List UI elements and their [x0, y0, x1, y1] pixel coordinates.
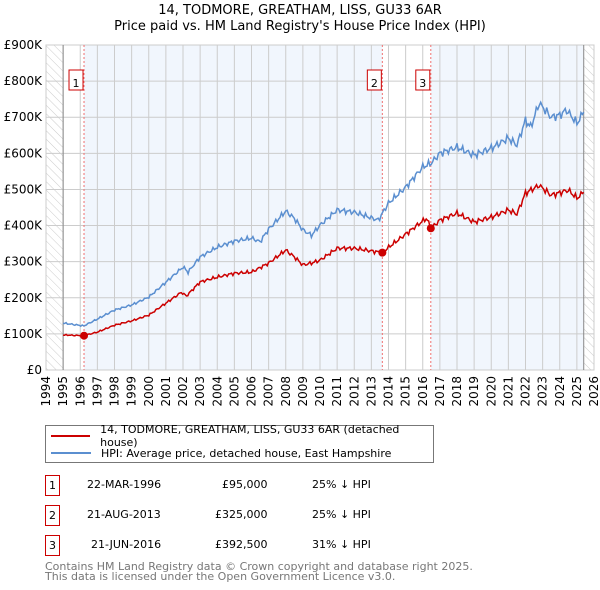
plot-area: 1994 1995 1996 1997 1998 1999 2000 2001 2002 2003… — [4, 38, 600, 407]
x-tick-label: 2007 — [262, 376, 276, 407]
x-tick-label: 1999 — [125, 376, 139, 407]
transaction-delta: 25% ↓ HPI — [312, 508, 371, 521]
transaction-marker: 2 — [45, 505, 60, 526]
y-tick-label: £600K — [4, 146, 44, 160]
x-tick-label: 1998 — [108, 376, 122, 407]
sale-point — [426, 224, 435, 233]
x-tick-label: 2006 — [245, 376, 259, 407]
legend: 14, TODMORE, GREATHAM, LISS, GU33 6AR (d… — [45, 423, 434, 463]
y-tick-label: £800K — [4, 74, 44, 88]
x-tick-label: 2002 — [176, 376, 190, 407]
x-tick-label: 2020 — [484, 376, 498, 407]
hatched-no-data-left — [46, 45, 64, 370]
y-tick-label: £400K — [4, 219, 44, 233]
series-line — [63, 183, 585, 337]
footer-licence: This data is licensed under the Open Gov… — [45, 570, 396, 583]
legend-label: 14, TODMORE, GREATHAM, LISS, GU33 6AR (d… — [100, 423, 400, 449]
legend-item-hpi: HPI: Average price, detached house, East… — [51, 445, 391, 461]
x-tick-label: 1996 — [73, 376, 87, 407]
y-tick-label: £200K — [4, 291, 44, 305]
transaction-price: £325,000 — [215, 508, 268, 521]
legend-swatch-blue — [51, 452, 91, 454]
transaction-marker: 1 — [45, 475, 60, 496]
x-tick-label: 2022 — [519, 376, 533, 407]
x-tick-label: 2018 — [450, 376, 464, 407]
x-tick-label: 2013 — [364, 376, 378, 407]
x-tick-label: 1997 — [90, 376, 104, 407]
sale-label-box — [366, 69, 382, 91]
legend-swatch-red — [51, 435, 91, 437]
x-tick-label: 2005 — [227, 376, 241, 407]
x-tick-label: 1995 — [56, 376, 70, 407]
y-tick-label: £700K — [4, 110, 44, 124]
y-tick-label: £0 — [27, 363, 42, 377]
x-tick-label: 2004 — [210, 376, 224, 407]
x-tick-label: 2011 — [330, 376, 344, 407]
x-tick-label: 2012 — [347, 376, 361, 407]
x-tick-label: 2003 — [193, 376, 207, 407]
sale-label: 2 — [371, 77, 378, 90]
x-tick-label: 2016 — [416, 376, 430, 407]
x-tick-label: 1994 — [39, 376, 53, 407]
hatched-no-data-right — [583, 45, 594, 370]
x-tick-label: 2008 — [279, 376, 293, 407]
x-tick-label: 2023 — [536, 376, 550, 407]
x-tick-label: 2009 — [296, 376, 310, 407]
sale-point — [80, 331, 89, 340]
sale-label-box — [415, 69, 431, 91]
plot-border — [45, 44, 595, 371]
transaction-price: £95,000 — [222, 478, 268, 491]
x-tick-label: 2010 — [313, 376, 327, 407]
x-tick-label: 2015 — [399, 376, 413, 407]
chart-title: 14, TODMORE, GREATHAM, LISS, GU33 6AR — [158, 3, 442, 18]
sale-label-box — [68, 69, 84, 91]
x-tick-label: 2001 — [159, 376, 173, 407]
y-tick-label: £900K — [4, 38, 44, 52]
x-tick-label: 2017 — [433, 376, 447, 407]
ownership-shade — [84, 45, 383, 370]
transaction-delta: 25% ↓ HPI — [312, 478, 371, 491]
transaction-marker: 3 — [45, 535, 60, 556]
transaction-date: 22-MAR-1996 — [87, 478, 162, 491]
transaction-date: 21-AUG-2013 — [87, 508, 161, 521]
chart-subtitle: Price paid vs. HM Land Registry's House … — [114, 19, 486, 34]
legend-item-property: 14, TODMORE, GREATHAM, LISS, GU33 6AR (d… — [51, 423, 433, 449]
x-tick-label: 2014 — [382, 376, 396, 407]
sale-point — [378, 248, 387, 257]
y-tick-label: £500K — [4, 182, 44, 196]
legend-label: HPI: Average price, detached house, East… — [101, 446, 392, 460]
sale-label: 1 — [73, 77, 80, 90]
x-tick-label: 2026 — [587, 376, 600, 407]
x-tick-label: 2019 — [467, 376, 481, 407]
x-tick-label: 2024 — [553, 376, 567, 407]
series-line — [63, 100, 585, 328]
x-tick-label: 2000 — [142, 376, 156, 407]
x-tick-label: 2021 — [501, 376, 515, 407]
x-tick-label: 2025 — [570, 376, 584, 407]
y-tick-label: £300K — [4, 255, 44, 269]
y-tick-label: £100K — [4, 327, 44, 341]
transaction-delta: 31% ↓ HPI — [312, 538, 371, 551]
sale-label: 3 — [419, 77, 426, 90]
footer-copyright: Contains HM Land Registry data © Crown c… — [45, 560, 473, 573]
transaction-date: 21-JUN-2016 — [91, 538, 162, 551]
transaction-price: £392,500 — [215, 538, 268, 551]
